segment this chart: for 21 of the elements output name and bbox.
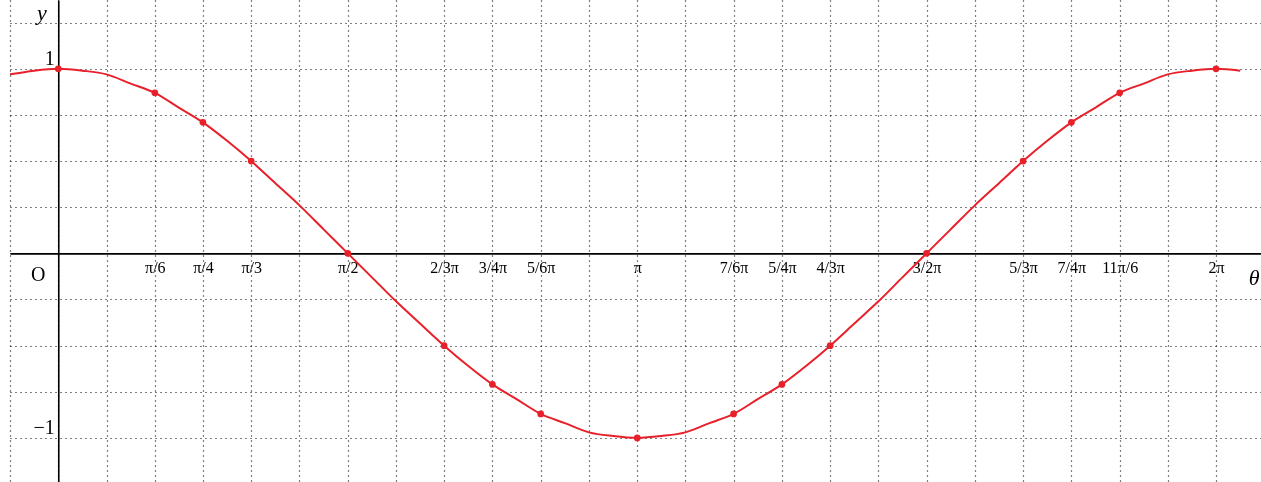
x-tick-label: 2π	[1208, 258, 1225, 276]
x-tick-label: 5/3π	[1009, 258, 1038, 276]
x-tick-label: π	[633, 258, 642, 276]
x-tick-label: π/3	[241, 258, 262, 276]
x-tick-label: 4/3π	[816, 258, 845, 276]
x-tick-label: 7/6π	[719, 258, 749, 276]
x-tick-label: π/4	[193, 258, 214, 276]
x-tick-label: 5/4π	[768, 258, 797, 276]
y-tick-label: −1	[33, 416, 55, 439]
x-tick-label: π/2	[338, 258, 359, 276]
x-axis-title: θ	[1248, 264, 1260, 290]
annotation: O	[31, 263, 46, 286]
x-tick-label: π/6	[145, 258, 166, 276]
x-tick-label: 5/6π	[526, 258, 556, 276]
x-tick-label: 2/3π	[430, 258, 459, 276]
x-tick-label: 3/2π	[912, 258, 942, 276]
x-tick-label: 11π/6	[1102, 258, 1139, 276]
x-tick-label: 7/4π	[1057, 258, 1087, 276]
x-tick-label: 3/4π	[478, 258, 508, 276]
y-axis-title: y	[35, 0, 48, 25]
y-tick-label: 1	[44, 47, 55, 70]
